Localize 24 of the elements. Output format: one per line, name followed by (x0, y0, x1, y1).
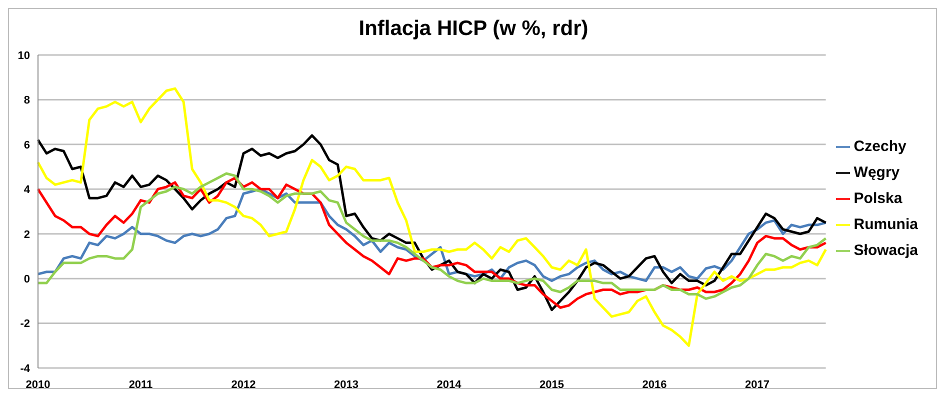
line-series (36, 87, 828, 347)
x-tick-label: 2014 (436, 379, 462, 391)
x-tick-label: 2010 (26, 379, 50, 391)
x-tick-label: 2016 (642, 379, 667, 391)
y-tick-label: 4 (24, 184, 31, 196)
x-tick-label: 2017 (745, 379, 770, 391)
x-tick-label: 2013 (334, 379, 359, 391)
legend-label: Słowacja (854, 242, 918, 258)
y-tick-label: 8 (24, 94, 30, 107)
line-series (36, 134, 828, 312)
chart-title: Inflacja HICP (w %, rdr) (358, 17, 590, 41)
y-tick-label: 2 (24, 228, 30, 241)
x-tick-label: 2012 (231, 379, 256, 391)
x-tick-label: 2011 (128, 379, 153, 391)
y-tick-label: 0 (24, 273, 30, 286)
x-tick-label: 2015 (540, 379, 564, 391)
y-tick-label: -2 (20, 318, 30, 330)
y-tick-label: 10 (18, 50, 30, 62)
y-tick-label: 6 (24, 139, 30, 152)
legend-label: Węgry (854, 164, 900, 180)
legend-label: Czechy (854, 138, 906, 154)
legend-label: Polska (854, 190, 902, 206)
legend-label: Rumunia (854, 216, 918, 232)
y-tick-label: -4 (20, 362, 31, 375)
